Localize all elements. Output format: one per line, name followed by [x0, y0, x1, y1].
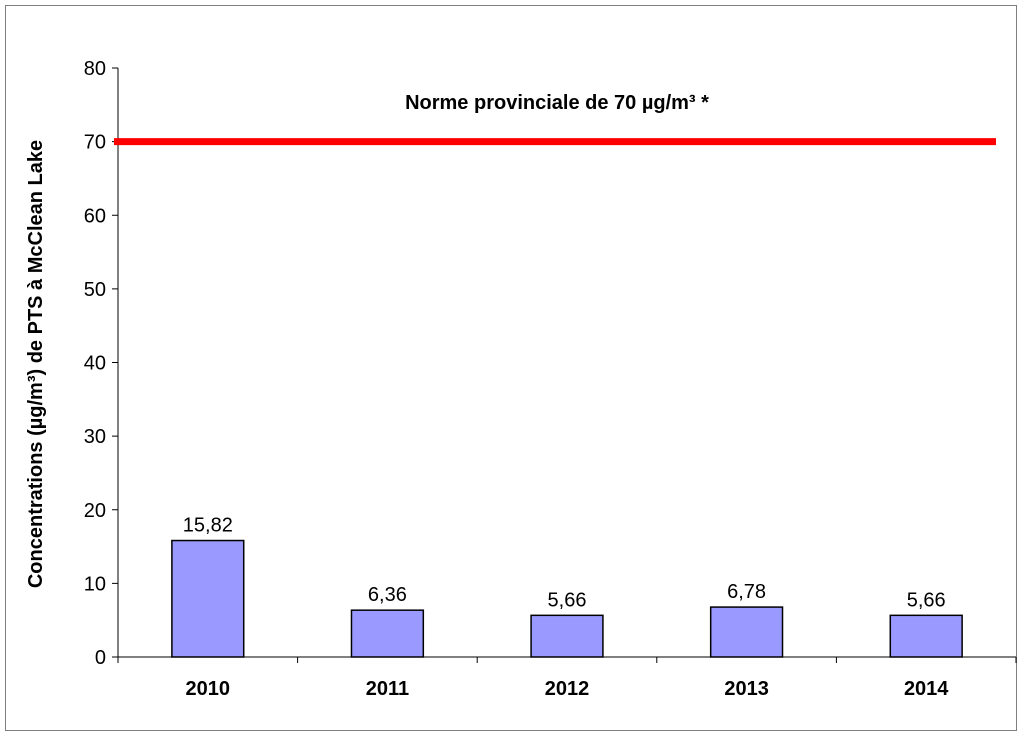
bar [889, 614, 963, 658]
y-tick-label: 0 [95, 647, 106, 669]
bar [171, 539, 245, 658]
y-tick-label: 50 [84, 279, 106, 301]
x-tick-label: 2010 [186, 678, 231, 700]
x-axis: 2010 2011 2012 2013 2014 [117, 656, 1017, 700]
x-tick-label: 2011 [366, 678, 409, 700]
bar [709, 606, 784, 658]
y-tick-label: 20 [84, 500, 106, 522]
y-tick-label: 40 [84, 353, 106, 375]
x-tick-label: 2014 [904, 678, 949, 700]
y-axis-label: Concentrations (µg/m³) de PTS à McClean … [25, 140, 47, 588]
y-axis: 0 10 20 30 40 50 60 70 80 [84, 58, 119, 669]
reference-line-label: Norme provinciale de 70 µg/m³ * [405, 92, 709, 114]
bar [530, 614, 604, 658]
bars: 15,82 6,36 5,66 6,78 5,66 [171, 515, 963, 658]
x-tick-label: 2012 [545, 678, 590, 700]
data-label: 6,78 [727, 581, 766, 603]
bar [350, 609, 425, 658]
data-label: 5,66 [548, 589, 587, 611]
x-tick-label: 2013 [724, 678, 769, 700]
y-tick-label: 30 [84, 426, 106, 448]
y-tick-label: 60 [84, 205, 106, 227]
y-tick-label: 10 [84, 573, 106, 595]
data-label: 6,36 [368, 584, 407, 606]
y-tick-label: 80 [84, 58, 106, 80]
y-tick-label: 70 [84, 132, 106, 154]
data-label: 15,82 [183, 515, 233, 537]
reference-line-group: Norme provinciale de 70 µg/m³ * [114, 92, 996, 146]
data-label: 5,66 [907, 589, 946, 611]
